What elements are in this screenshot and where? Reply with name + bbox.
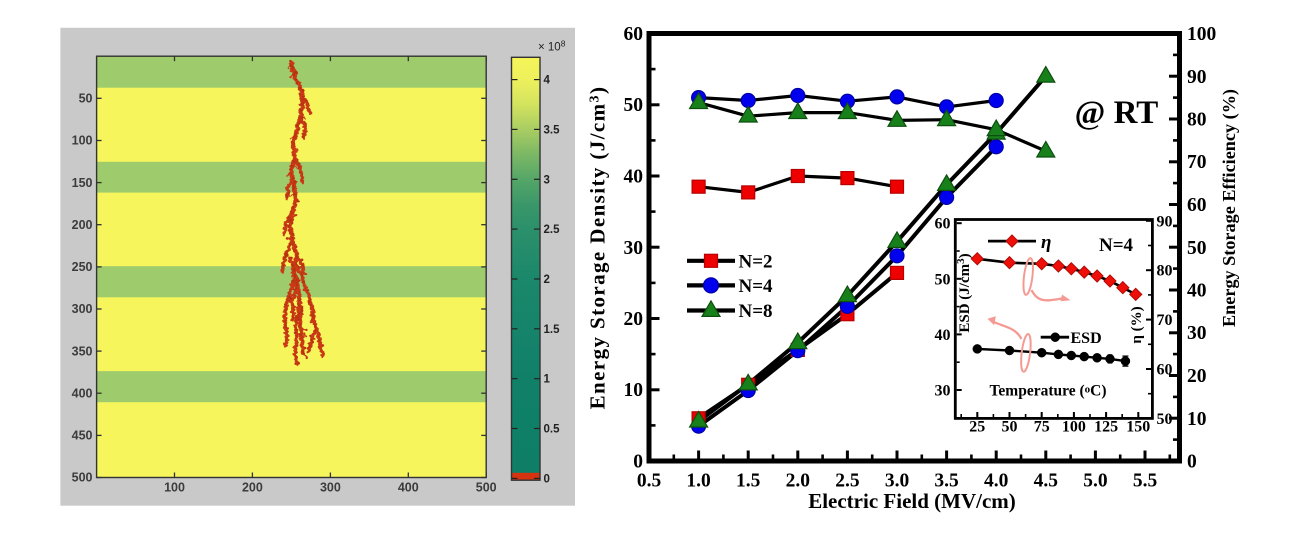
svg-text:× 108: × 108 [538,39,566,54]
svg-text:2: 2 [544,274,550,286]
svg-text:0: 0 [633,452,643,473]
svg-text:100: 100 [72,134,93,148]
svg-text:50: 50 [624,95,644,116]
svg-text:0.5: 0.5 [544,424,561,436]
svg-text:2.5: 2.5 [835,471,860,492]
svg-text:125: 125 [1094,419,1118,436]
svg-text:400: 400 [72,386,93,400]
svg-text:20: 20 [624,309,644,330]
svg-text:70: 70 [1187,152,1207,173]
svg-text:50: 50 [1187,238,1207,259]
svg-text:Energy Storage Density (J/cm3): Energy Storage Density (J/cm3) [586,86,610,410]
svg-text:3.0: 3.0 [885,471,909,492]
svg-text:90: 90 [1157,213,1173,230]
svg-text:N=8: N=8 [739,301,773,322]
svg-text:4.0: 4.0 [984,471,1008,492]
svg-text:5.5: 5.5 [1133,471,1158,492]
svg-text:50: 50 [1002,419,1018,436]
svg-text:50: 50 [935,271,951,288]
svg-text:450: 450 [72,429,93,443]
svg-text:3.5: 3.5 [544,124,561,136]
svg-text:70: 70 [1157,312,1173,329]
svg-text:40: 40 [935,327,951,344]
svg-text:1.5: 1.5 [736,471,761,492]
svg-text:4: 4 [544,75,551,87]
svg-text:@ RT: @ RT [1075,95,1159,131]
svg-text:N=4: N=4 [1099,235,1134,256]
svg-text:η: η [1041,232,1051,253]
svg-text:30: 30 [935,383,951,400]
svg-text:2.0: 2.0 [786,471,810,492]
svg-text:75: 75 [1034,419,1050,436]
svg-text:20: 20 [1187,366,1207,387]
svg-text:2.5: 2.5 [544,224,561,236]
svg-text:η (%): η (%) [1129,306,1145,343]
svg-text:ESD: ESD [1071,330,1102,347]
svg-text:N=2: N=2 [739,251,773,272]
svg-text:80: 80 [1187,110,1207,131]
svg-text:500: 500 [476,481,497,495]
svg-text:300: 300 [72,302,93,316]
svg-text:150: 150 [1126,419,1150,436]
svg-text:5.0: 5.0 [1083,471,1107,492]
svg-text:200: 200 [72,218,93,232]
svg-text:60: 60 [1187,195,1207,216]
svg-text:400: 400 [398,481,419,495]
svg-text:100: 100 [1062,419,1086,436]
svg-text:60: 60 [624,24,644,45]
svg-text:25: 25 [969,419,985,436]
svg-text:60: 60 [1157,362,1173,379]
svg-text:60: 60 [935,216,951,233]
svg-text:1.5: 1.5 [544,324,561,336]
svg-text:1: 1 [544,374,551,386]
svg-text:N=4: N=4 [739,276,774,297]
svg-text:40: 40 [1187,281,1207,302]
svg-text:10: 10 [624,380,644,401]
svg-text:80: 80 [1157,263,1173,280]
svg-text:0: 0 [544,473,550,485]
svg-text:Energy Storage Efficiency (%): Energy Storage Efficiency (%) [1219,89,1240,327]
svg-text:Temperature (oC): Temperature (oC) [990,383,1107,400]
svg-text:30: 30 [624,238,644,259]
svg-text:ESD (J/cm3): ESD (J/cm3) [955,253,973,332]
svg-text:4.5: 4.5 [1034,471,1059,492]
svg-text:50: 50 [1157,411,1173,428]
svg-text:500: 500 [72,471,93,485]
svg-text:50: 50 [79,92,93,106]
svg-text:100: 100 [1187,24,1216,45]
svg-text:350: 350 [72,344,93,358]
svg-text:Electric Field (MV/cm): Electric Field (MV/cm) [808,489,1016,513]
svg-text:3: 3 [544,174,550,186]
svg-text:250: 250 [72,260,93,274]
svg-text:10: 10 [1187,409,1207,430]
svg-text:200: 200 [242,481,263,495]
svg-text:30: 30 [1187,323,1207,344]
svg-text:3.5: 3.5 [934,471,959,492]
svg-text:100: 100 [164,481,185,495]
svg-text:150: 150 [72,176,93,190]
svg-text:40: 40 [624,167,644,188]
svg-text:300: 300 [320,481,341,495]
svg-text:90: 90 [1187,67,1207,88]
svg-text:1.0: 1.0 [686,471,710,492]
svg-text:0: 0 [1187,452,1197,473]
svg-text:0.5: 0.5 [637,471,662,492]
